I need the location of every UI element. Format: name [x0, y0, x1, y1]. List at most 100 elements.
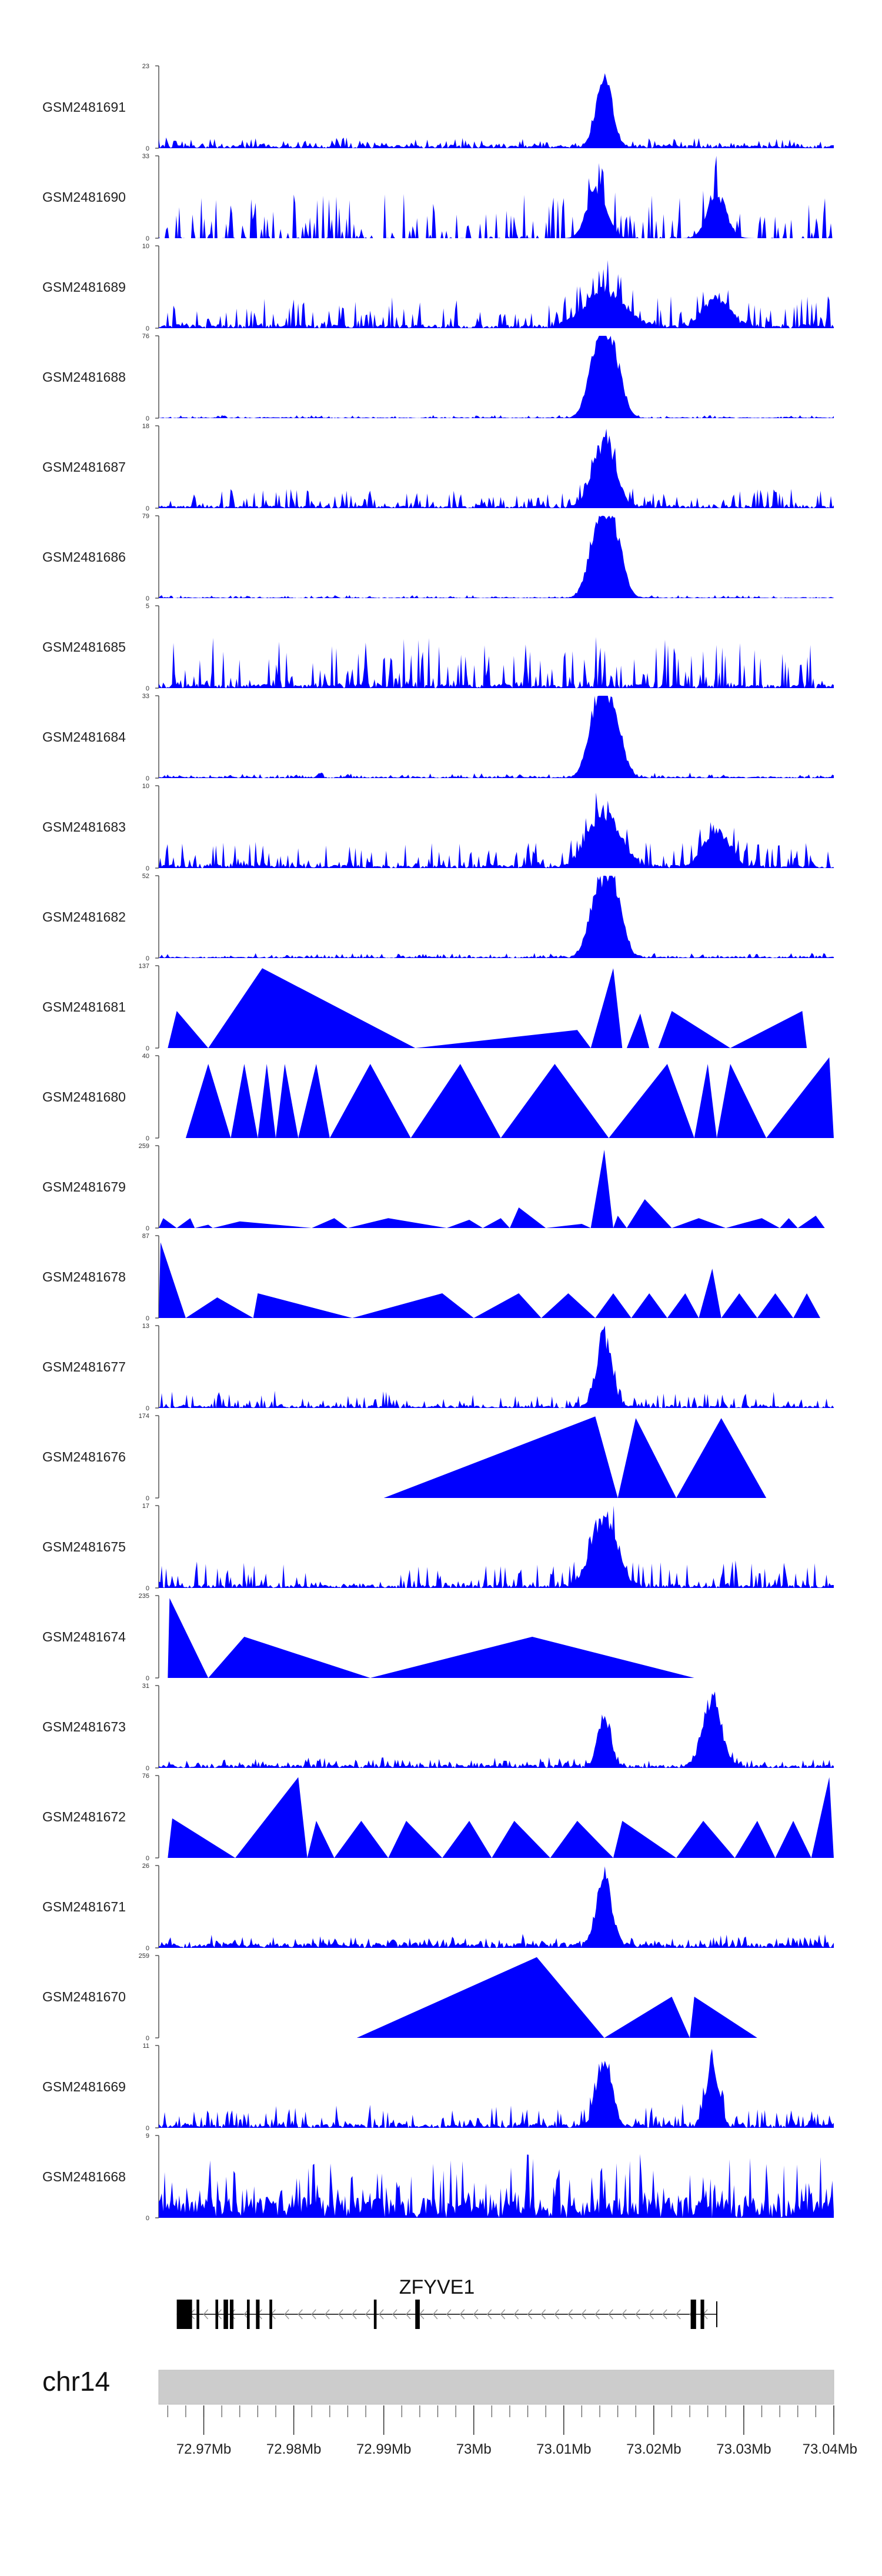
y-max-label: 17 [142, 1503, 149, 1510]
signal-segment [734, 1821, 776, 1858]
track-label: GSM2481685 [42, 639, 126, 655]
track-label: GSM2481691 [42, 99, 126, 115]
strand-arrow [486, 2309, 492, 2320]
signal-segment [617, 1418, 677, 1498]
strand-arrow [311, 2309, 316, 2320]
axis-tick-label: 72.97Mb [176, 2441, 231, 2457]
strand-arrow [635, 2309, 640, 2320]
y-max-label: 11 [143, 2043, 149, 2050]
track-label: GSM2481674 [42, 1629, 126, 1644]
signal-segment [595, 1293, 632, 1318]
signal-segment [410, 1064, 501, 1138]
track-GSM2481668: GSM2481668 9 0 [42, 2133, 834, 2222]
track-GSM2481678: GSM2481678 87 0 [42, 1233, 821, 1322]
y-min-label: 0 [146, 235, 149, 242]
signal-segment [370, 1637, 694, 1678]
signal-segment [676, 1418, 767, 1498]
y-min-label: 0 [146, 775, 149, 782]
strand-arrow [338, 2309, 343, 2320]
signal-area [159, 637, 834, 688]
axis-tick-label: 72.98Mb [266, 2441, 321, 2457]
signal-segment [699, 1269, 721, 1318]
signal-segment [492, 1821, 550, 1858]
y-min-label: 0 [146, 595, 149, 602]
signal-segment [352, 1293, 474, 1318]
signal-segment [212, 1221, 312, 1228]
gene-exon [373, 2300, 377, 2329]
track-GSM2481675: GSM2481675 17 0 [42, 1503, 834, 1592]
y-min-label: 0 [146, 1495, 149, 1502]
y-min-label: 0 [146, 1675, 149, 1682]
strand-arrow [554, 2309, 560, 2320]
y-max-label: 33 [142, 693, 149, 700]
track-GSM2481670: GSM2481670 259 0 [42, 1953, 757, 2042]
y-max-label: 9 [146, 2133, 149, 2140]
signal-segment [775, 1821, 811, 1858]
strand-arrow [608, 2309, 613, 2320]
signal-segment [208, 1637, 370, 1678]
y-max-label: 31 [142, 1683, 149, 1690]
signal-segment [671, 1218, 726, 1228]
y-max-label: 23 [142, 63, 149, 70]
strand-arrow [203, 2309, 209, 2320]
signal-area [159, 696, 834, 778]
signal-area [159, 1506, 834, 1588]
signal-segment [473, 1293, 542, 1318]
signal-segment [258, 1064, 276, 1138]
signal-segment [168, 1598, 209, 1678]
signal-segment [811, 1777, 834, 1858]
signal-segment [446, 1220, 483, 1228]
signal-segment [676, 1821, 735, 1858]
y-min-label: 0 [146, 865, 149, 872]
gene-exon [415, 2300, 420, 2329]
signal-segment [168, 1011, 209, 1048]
signal-segment [176, 1218, 195, 1228]
track-GSM2481681: GSM2481681 137 0 [42, 963, 807, 1052]
track-GSM2481671: GSM2481671 26 0 [42, 1863, 834, 1952]
signal-segment [415, 1030, 591, 1048]
signal-segment [168, 1818, 236, 1858]
track-GSM2481686: GSM2481686 79 0 [42, 513, 834, 602]
y-max-label: 174 [139, 1413, 149, 1420]
track-label: GSM2481676 [42, 1449, 126, 1464]
track-GSM2481682: GSM2481682 52 0 [42, 873, 834, 962]
signal-area [159, 1326, 834, 1408]
track-GSM2481676: GSM2481676 174 0 [42, 1413, 767, 1502]
y-max-label: 235 [139, 1593, 149, 1600]
y-min-label: 0 [146, 685, 149, 692]
strand-arrow [365, 2309, 370, 2320]
track-GSM2481688: GSM2481688 76 0 [42, 333, 834, 422]
signal-segment [658, 1011, 730, 1048]
axis-bar [158, 2370, 834, 2405]
strand-arrow [284, 2309, 289, 2320]
signal-segment [780, 1218, 798, 1228]
y-min-label: 0 [146, 2125, 149, 2132]
track-label: GSM2481683 [42, 819, 126, 835]
signal-segment [604, 1997, 690, 2038]
gene-exon [229, 2300, 234, 2329]
signal-segment [483, 1218, 510, 1228]
y-max-label: 10 [142, 243, 149, 250]
signal-segment [626, 1013, 650, 1048]
track-GSM2481691: GSM2481691 23 0 [42, 63, 834, 152]
strand-arrow [473, 2309, 479, 2320]
y-min-label: 0 [146, 1135, 149, 1142]
signal-area [159, 429, 834, 508]
signal-segment [388, 1821, 443, 1858]
track-GSM2481679: GSM2481679 259 0 [42, 1143, 825, 1232]
track-GSM2481690: GSM2481690 33 0 [42, 153, 834, 242]
signal-area [159, 792, 834, 868]
signal-segment [329, 1064, 411, 1138]
strand-arrow [325, 2309, 330, 2320]
gene-exon [176, 2300, 192, 2329]
track-label: GSM2481689 [42, 279, 126, 295]
signal-area [159, 2048, 834, 2128]
track-GSM2481672: GSM2481672 76 0 [42, 1773, 834, 1862]
track-label: GSM2481670 [42, 1989, 126, 2004]
signal-segment [721, 1293, 757, 1318]
signal-segment [730, 1011, 807, 1048]
strand-arrow [527, 2309, 533, 2320]
signal-segment [690, 1997, 757, 2038]
y-max-label: 40 [142, 1053, 149, 1060]
